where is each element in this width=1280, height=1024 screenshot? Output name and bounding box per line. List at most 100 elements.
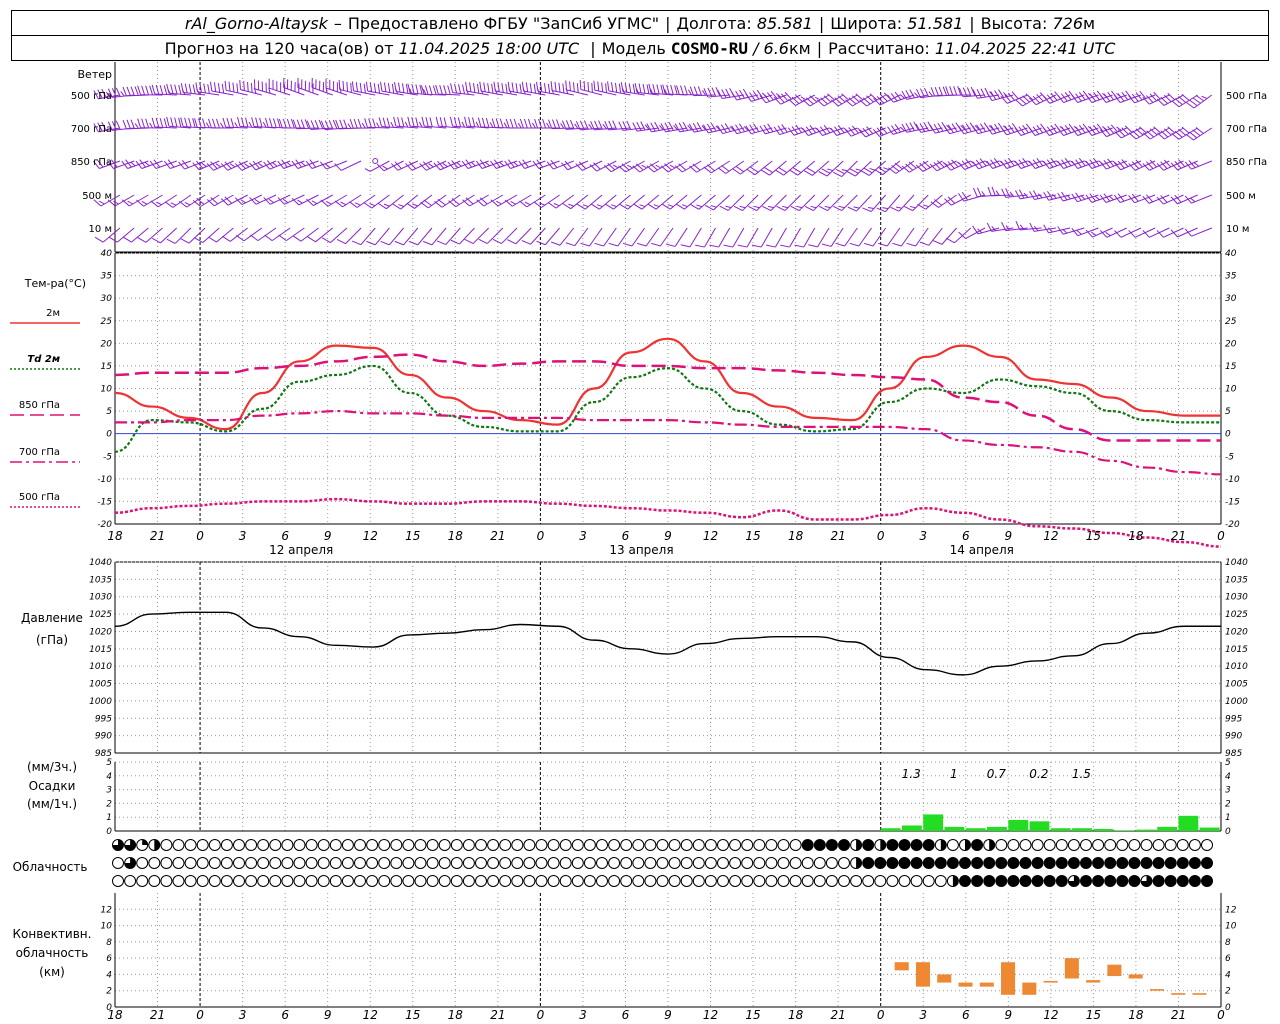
cloud-symbol <box>220 839 233 851</box>
wind-barb <box>887 91 915 103</box>
wind-level-left: 700 гПа <box>71 124 112 135</box>
wind-barb <box>987 186 1014 197</box>
cloud-symbol <box>402 857 415 869</box>
cloud-symbol <box>632 875 645 887</box>
x-tick-top: 9 <box>1004 529 1012 543</box>
wind-barb <box>364 118 390 129</box>
cloud-symbol <box>571 839 584 851</box>
cloud-symbol <box>632 839 645 851</box>
wind-barb <box>874 160 901 176</box>
wind-barb <box>1001 221 1028 232</box>
wind-barb <box>192 194 220 207</box>
cloud-symbol <box>112 875 124 887</box>
wind-barb <box>421 116 447 129</box>
wind-barb <box>562 194 589 210</box>
precip-total: 0.7 <box>987 767 1006 781</box>
wind-barb <box>1015 221 1042 231</box>
cloud-symbol <box>729 857 742 869</box>
cloud-symbol <box>583 875 596 887</box>
cloud-symbol <box>293 875 306 887</box>
alt-unit: м <box>1083 13 1096 33</box>
temp-tick-left: -20 <box>97 520 112 530</box>
wind-barb <box>137 227 163 243</box>
cloud-symbol <box>692 839 705 851</box>
wind-barb <box>334 194 362 208</box>
wind-barb <box>689 160 716 173</box>
wind-barb <box>901 89 929 100</box>
conv-bar <box>979 982 994 987</box>
pressure-tick-left: 995 <box>95 714 112 724</box>
cloud-symbol <box>378 857 391 869</box>
cloud-symbol <box>438 839 451 851</box>
pressure-tick-left: 990 <box>95 732 112 742</box>
series-1 <box>114 364 1221 453</box>
wind-barb <box>804 194 830 212</box>
pressure-tick-left: 1010 <box>89 662 112 672</box>
wind-barb <box>703 87 730 98</box>
cloud-symbol <box>196 875 209 887</box>
series-3 <box>115 409 1222 476</box>
wind-barb <box>349 118 376 129</box>
wind-barb <box>821 227 844 247</box>
wind-barb <box>1085 227 1113 238</box>
cloud-symbol <box>293 857 306 869</box>
cloud-symbol <box>475 875 487 887</box>
cloud-symbol <box>668 839 681 851</box>
wind-barb <box>661 194 688 210</box>
cloud-symbol <box>233 875 245 887</box>
pressure-tick-left: 1040 <box>89 558 112 568</box>
cloud-symbol <box>1007 857 1020 869</box>
x-tick-top: 21 <box>150 529 165 543</box>
wind-barb <box>833 194 858 212</box>
wind-barb <box>278 227 305 242</box>
cloud-symbol <box>959 875 971 887</box>
x-tick-top: 18 <box>448 529 464 543</box>
wind-barb <box>490 194 518 207</box>
cloud-symbol <box>692 875 705 887</box>
cloud-symbol <box>825 875 838 887</box>
wind-barb <box>929 122 957 134</box>
pressure-tick-left: 1030 <box>89 593 112 603</box>
wind-barb <box>1184 160 1213 170</box>
pressure-tick-left: 1025 <box>89 610 112 620</box>
wind-barb <box>733 194 759 212</box>
wind-barb <box>363 194 390 209</box>
cloud-symbol <box>172 875 185 887</box>
cloud-symbol <box>1140 839 1153 851</box>
wind-barb <box>1142 194 1170 204</box>
wind-barb <box>906 227 929 247</box>
x-tick-bottom: 18 <box>107 1008 123 1022</box>
wind-barb <box>137 85 163 96</box>
wind-barb <box>1015 189 1042 200</box>
wind-barb <box>1043 191 1071 201</box>
cloud-symbol <box>753 857 766 869</box>
wind-barb <box>194 118 220 129</box>
wind-barb <box>521 227 546 245</box>
cloud-symbol <box>1188 857 1201 869</box>
cloud-symbol <box>390 857 403 869</box>
cloud-symbol <box>1164 857 1177 869</box>
wind-barb <box>958 86 985 98</box>
cloud-symbol <box>717 857 729 869</box>
wind-barb <box>94 227 121 243</box>
series-2 <box>114 353 1221 442</box>
wind-barb <box>264 118 291 129</box>
wind-barb <box>394 82 418 96</box>
x-tick-top: 15 <box>405 529 420 543</box>
wind-barb <box>751 227 773 248</box>
precip-tick-left: 2 <box>106 799 112 809</box>
conv-tick-right: 4 <box>1225 970 1231 980</box>
cloud-symbol <box>850 857 863 869</box>
cloud-symbol <box>499 875 512 887</box>
wind-barb <box>591 194 617 210</box>
cloud-symbol <box>523 875 536 887</box>
cloud-symbol <box>668 857 681 869</box>
cloud-symbol <box>305 875 318 887</box>
cloud-symbol <box>208 875 221 887</box>
wind-barb <box>195 82 220 96</box>
cloud-symbol <box>1104 875 1117 887</box>
wind-barb <box>1028 123 1057 136</box>
cloud-symbol <box>959 839 971 851</box>
wind-barb <box>306 194 333 207</box>
